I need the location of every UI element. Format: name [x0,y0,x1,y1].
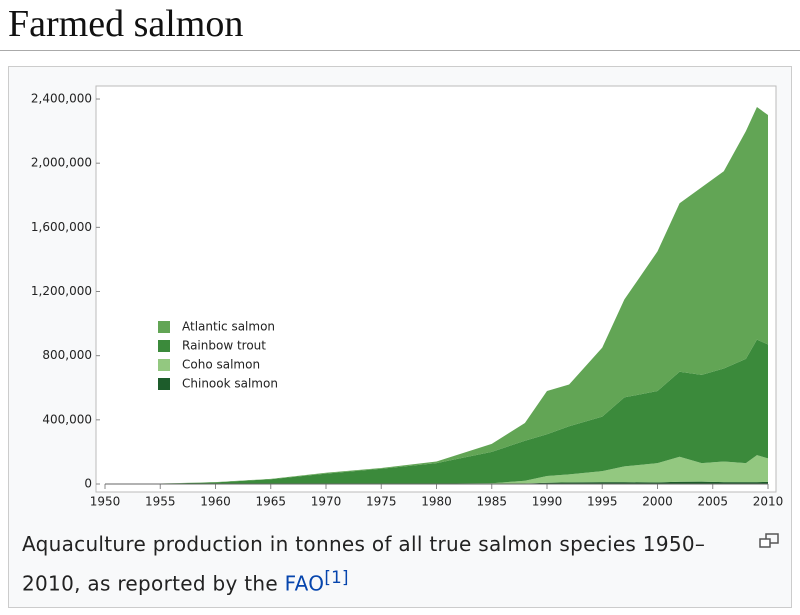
y-tick-label: 1,200,000 [31,284,92,298]
x-tick-label: 1995 [587,495,618,509]
x-tick-label: 1990 [532,495,563,509]
area [105,481,768,484]
y-tick-label: 1,600,000 [31,220,92,234]
legend-swatch [158,340,170,352]
x-tick-label: 1970 [311,495,342,509]
x-tick-label: 1950 [90,495,121,509]
title-rule [0,50,800,51]
page-title: Farmed salmon [8,3,244,45]
y-tick-label: 0 [84,477,92,491]
x-tick-label: 1960 [200,495,231,509]
reference-link[interactable]: [1] [324,568,349,587]
area [105,339,768,484]
y-tick-label: 800,000 [42,348,92,362]
caption-link[interactable]: FAO [284,571,325,596]
legend-swatch [158,359,170,371]
enlarge-icon[interactable] [759,533,779,548]
x-tick-label: 2005 [697,495,728,509]
x-tick-label: 1980 [421,495,452,509]
x-tick-label: 2010 [753,495,784,509]
caption: Aquaculture production in tonnes of all … [22,528,712,601]
area [105,455,768,484]
x-tick-label: 1975 [366,495,397,509]
legend-label: Atlantic salmon [182,320,275,334]
y-tick-label: 400,000 [42,412,92,426]
legend-label: Coho salmon [182,358,260,372]
area [105,107,768,484]
legend-swatch [158,321,170,333]
y-tick-label: 2,400,000 [31,92,92,106]
caption-text: Aquaculture production in tonnes of all … [22,532,706,596]
legend-label: Rainbow trout [182,339,266,353]
x-tick-label: 1965 [255,495,286,509]
x-tick-label: 1955 [145,495,176,509]
legend-swatch [158,378,170,390]
x-tick-label: 2000 [642,495,673,509]
x-tick-label: 1985 [476,495,507,509]
legend-label: Chinook salmon [182,377,278,391]
y-tick-label: 2,000,000 [31,156,92,170]
